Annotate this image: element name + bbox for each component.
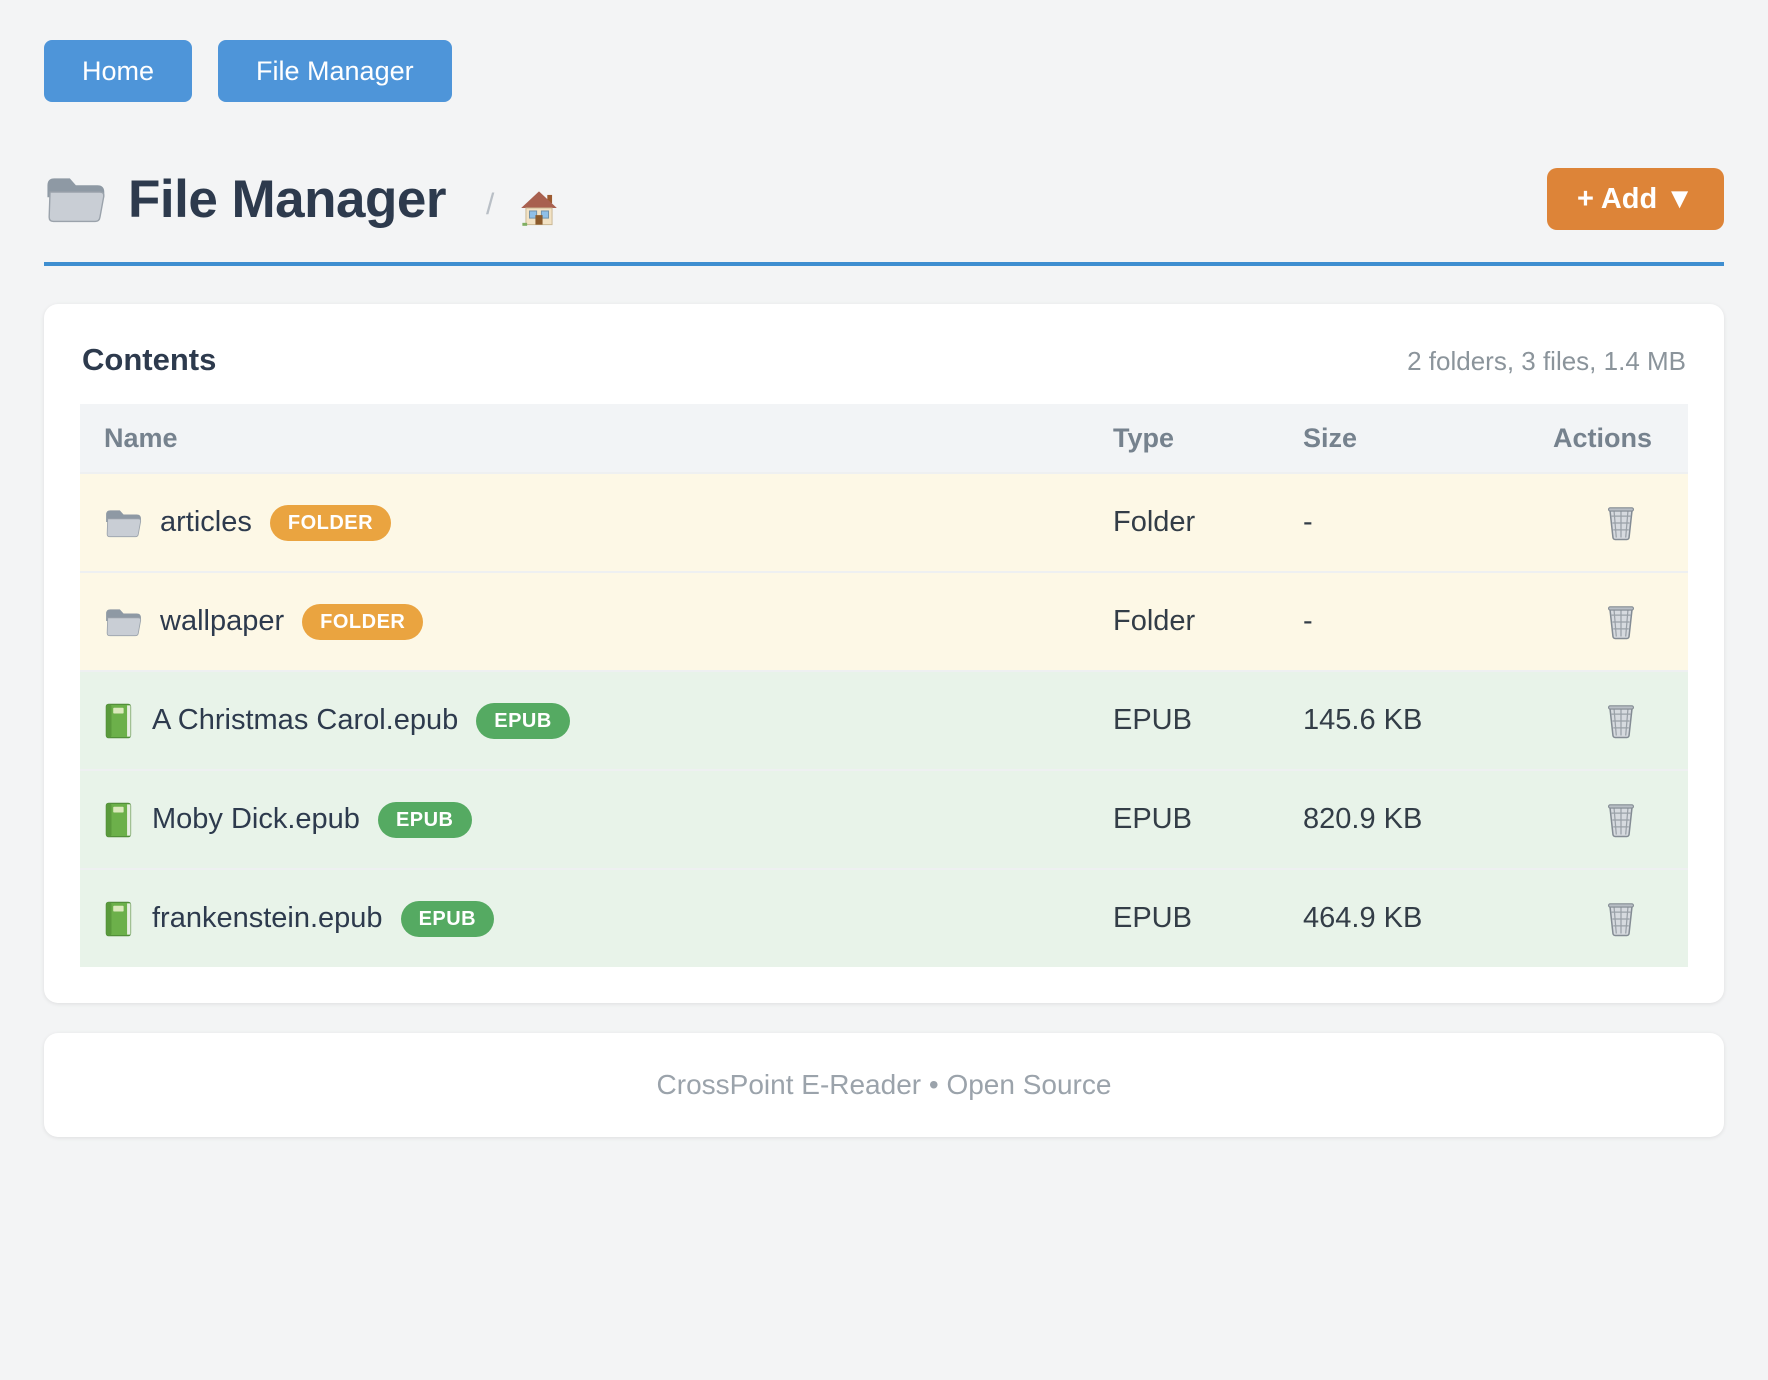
size-cell: - — [1303, 605, 1313, 637]
top-nav: Home File Manager — [44, 40, 1724, 102]
table-row[interactable]: Moby Dick.epub EPUB EPUB 820.9 KB — [80, 769, 1688, 868]
column-header-actions: Actions — [1553, 422, 1653, 453]
type-cell: Folder — [1113, 506, 1196, 538]
file-name[interactable]: Moby Dick.epub — [152, 803, 360, 835]
table-row[interactable]: frankenstein.epub EPUB EPUB 464.9 KB — [80, 868, 1688, 967]
table-row[interactable]: A Christmas Carol.epub EPUB EPUB 145.6 K… — [80, 670, 1688, 769]
type-badge: EPUB — [377, 801, 472, 838]
page-title: File Manager — [128, 169, 446, 229]
trash-button[interactable] — [1600, 798, 1642, 842]
trash-button[interactable] — [1600, 897, 1642, 941]
page: Home File Manager File Manager / — [44, 40, 1724, 1137]
folder-icon — [44, 173, 106, 225]
contents-summary: 2 folders, 3 files, 1.4 MB — [1407, 346, 1686, 376]
size-cell: - — [1303, 506, 1313, 538]
footer-text: CrossPoint E-Reader • Open Source — [656, 1069, 1112, 1100]
footer: CrossPoint E-Reader • Open Source — [44, 1033, 1724, 1137]
column-header-size: Size — [1303, 422, 1358, 453]
table-row[interactable]: wallpaper FOLDER Folder - — [80, 571, 1688, 670]
type-badge: FOLDER — [269, 504, 392, 541]
green-book-icon — [104, 801, 134, 839]
trash-button[interactable] — [1600, 600, 1642, 644]
file-name[interactable]: wallpaper — [160, 605, 285, 637]
size-cell: 820.9 KB — [1303, 803, 1423, 835]
type-badge: EPUB — [400, 900, 495, 937]
trash-button[interactable] — [1600, 501, 1642, 545]
breadcrumb-separator: / — [485, 187, 495, 221]
table-body: articles FOLDER Folder - — [80, 472, 1688, 967]
type-cell: EPUB — [1113, 803, 1192, 835]
type-badge: EPUB — [476, 702, 570, 739]
green-book-icon — [104, 900, 134, 938]
add-button[interactable]: + Add ▼ — [1546, 168, 1724, 230]
file-table: Name Type Size Actions — [80, 404, 1688, 967]
column-header-type: Type — [1113, 422, 1175, 453]
type-cell: EPUB — [1113, 704, 1192, 736]
size-cell: 145.6 KB — [1303, 704, 1423, 736]
type-cell: EPUB — [1113, 902, 1192, 934]
folder-icon — [104, 606, 142, 638]
file-name[interactable]: articles — [160, 506, 252, 538]
folder-icon — [104, 507, 142, 539]
trash-button[interactable] — [1600, 699, 1642, 743]
type-badge: FOLDER — [302, 603, 424, 640]
home-nav-button[interactable]: Home — [44, 40, 193, 102]
contents-heading: Contents — [82, 342, 217, 377]
column-header-name: Name — [104, 422, 178, 453]
table-header-row: Name Type Size Actions — [80, 404, 1688, 472]
page-header: File Manager / + Add ▼ — [44, 168, 1724, 230]
title-divider — [44, 262, 1724, 266]
file-manager-nav-button[interactable]: File Manager — [218, 40, 452, 102]
size-cell: 464.9 KB — [1303, 902, 1423, 934]
contents-card: Contents 2 folders, 3 files, 1.4 MB Name… — [44, 304, 1724, 1003]
file-name[interactable]: A Christmas Carol.epub — [152, 704, 459, 736]
file-name[interactable]: frankenstein.epub — [152, 902, 383, 934]
green-book-icon — [104, 702, 134, 740]
home-icon[interactable] — [520, 190, 558, 230]
type-cell: Folder — [1113, 605, 1196, 637]
table-row[interactable]: articles FOLDER Folder - — [80, 472, 1688, 571]
